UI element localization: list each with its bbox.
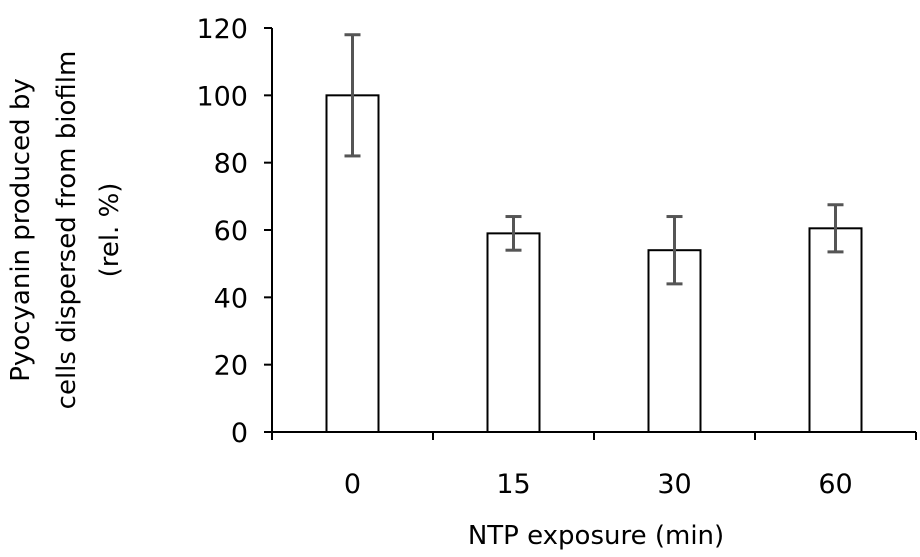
y-tick-label: 80 bbox=[214, 149, 248, 180]
y-axis-title-line-2: cells dispersed from biofilm bbox=[52, 51, 82, 410]
bars bbox=[325, 94, 863, 433]
y-tick-label: 20 bbox=[214, 351, 248, 382]
y-tick-label: 40 bbox=[214, 283, 248, 314]
error-bar-15 bbox=[505, 215, 522, 252]
x-axis-title: NTP exposure (min) bbox=[468, 521, 724, 551]
bar-60 bbox=[808, 227, 863, 433]
y-axis-title-line-1: Pyocyanin produced by bbox=[6, 78, 36, 382]
y-axis-title-line-3: (rel. %) bbox=[95, 183, 125, 278]
error-bar-30 bbox=[666, 215, 683, 286]
bar-15 bbox=[486, 232, 541, 433]
error-bars bbox=[344, 33, 844, 286]
y-tick-label: 60 bbox=[214, 216, 248, 247]
y-tick-label: 120 bbox=[196, 14, 248, 45]
x-tick-label: 15 bbox=[496, 469, 530, 500]
y-tick-label: 100 bbox=[196, 81, 248, 112]
x-tick-label: 0 bbox=[344, 469, 361, 500]
error-bar-60 bbox=[827, 203, 844, 254]
y-axis-ticks: 0 20 40 60 80 100 120 bbox=[196, 14, 917, 449]
axes bbox=[271, 28, 916, 433]
y-axis-title: Pyocyanin produced by cells dispersed fr… bbox=[6, 51, 125, 410]
x-axis-tick-labels: 0 15 30 60 bbox=[344, 469, 853, 500]
x-tick-label: 60 bbox=[818, 469, 852, 500]
error-bar-0 bbox=[344, 33, 361, 158]
x-tick-label: 30 bbox=[657, 469, 691, 500]
y-tick-label: 0 bbox=[231, 418, 248, 449]
